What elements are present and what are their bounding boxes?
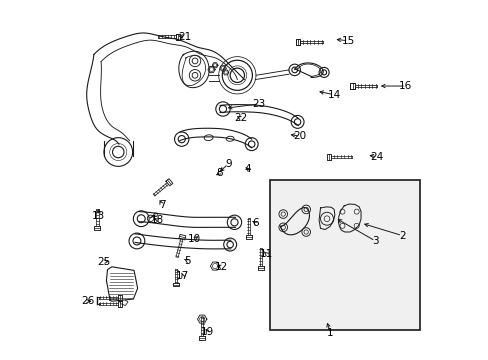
Text: 24: 24 — [370, 152, 383, 162]
Text: 2: 2 — [398, 231, 405, 240]
Text: 6: 6 — [251, 218, 258, 228]
Text: 12: 12 — [214, 262, 227, 272]
Text: 18: 18 — [151, 215, 164, 225]
Text: 26: 26 — [81, 296, 94, 306]
Text: 23: 23 — [252, 99, 265, 109]
Text: 15: 15 — [341, 36, 354, 46]
Text: 17: 17 — [176, 271, 189, 281]
Text: 14: 14 — [327, 90, 340, 100]
Text: 20: 20 — [293, 131, 306, 141]
Text: 11: 11 — [259, 248, 272, 258]
Text: 10: 10 — [187, 234, 201, 244]
Text: 21: 21 — [178, 32, 192, 41]
Text: 25: 25 — [97, 257, 110, 267]
Text: 16: 16 — [398, 81, 412, 91]
Text: 4: 4 — [244, 164, 251, 174]
Text: 5: 5 — [183, 256, 190, 266]
Text: 7: 7 — [159, 200, 165, 210]
Text: 3: 3 — [371, 236, 378, 246]
Text: 8: 8 — [216, 168, 222, 178]
Text: 19: 19 — [201, 327, 214, 337]
Text: 9: 9 — [224, 159, 231, 169]
Text: 22: 22 — [234, 113, 247, 123]
Text: 1: 1 — [326, 328, 333, 338]
Bar — [270, 180, 419, 330]
Text: 13: 13 — [92, 211, 105, 221]
